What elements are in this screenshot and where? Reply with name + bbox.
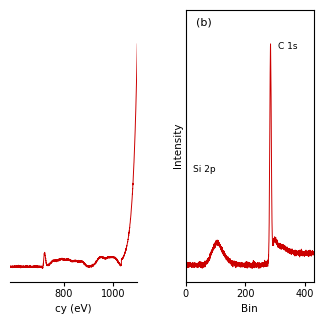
X-axis label: cy (eV): cy (eV) [55, 304, 92, 314]
Y-axis label: Intensity: Intensity [173, 123, 183, 168]
Text: (b): (b) [196, 18, 212, 28]
Text: Si 2p: Si 2p [194, 164, 216, 174]
X-axis label: Bin: Bin [241, 304, 258, 314]
Text: C 1s: C 1s [278, 42, 298, 51]
